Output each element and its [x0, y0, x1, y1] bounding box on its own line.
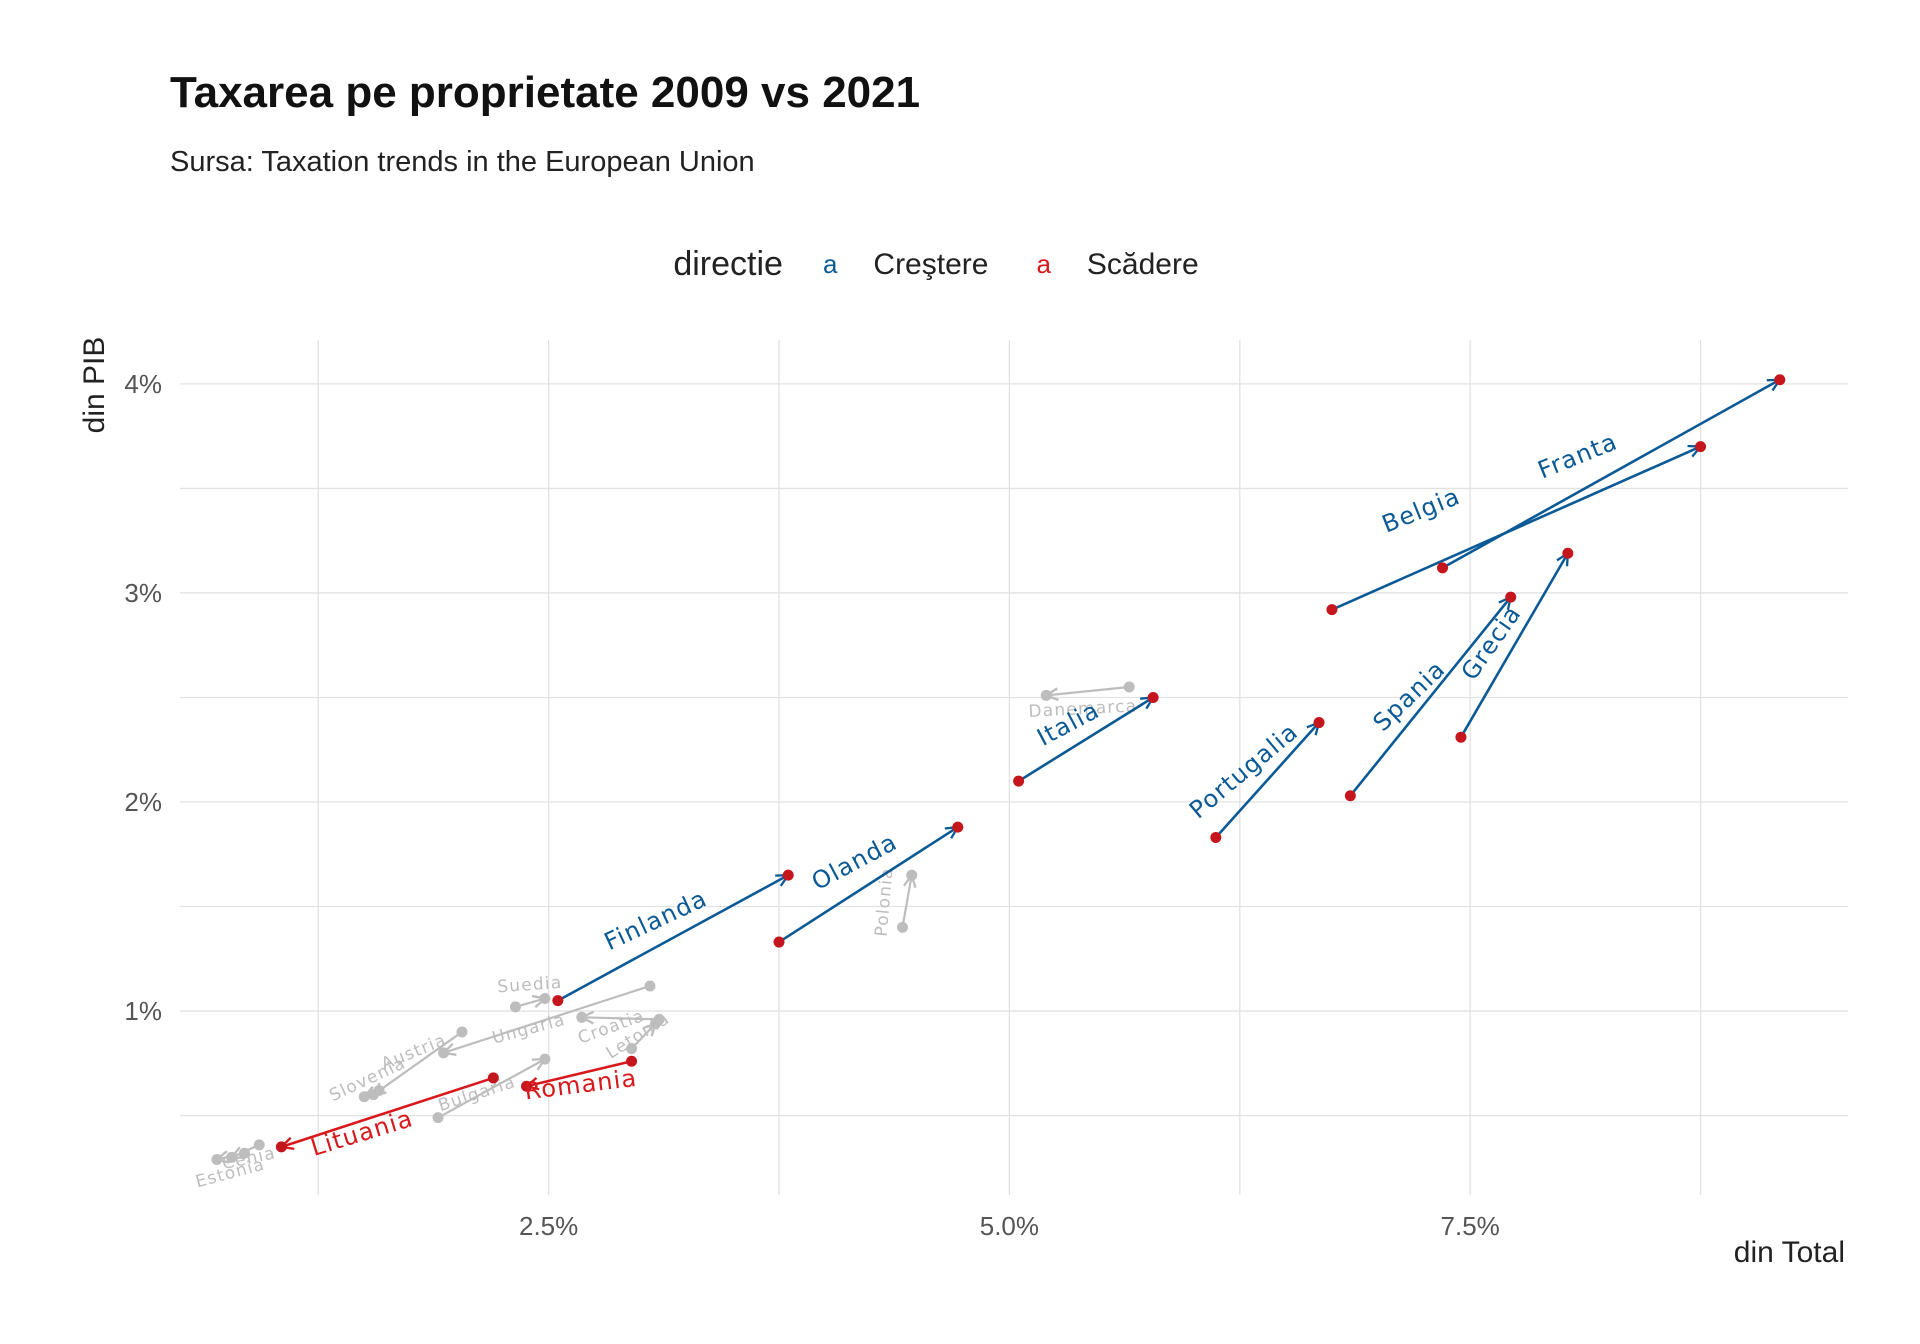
point-end-slovenia — [358, 1091, 370, 1103]
arrow-franta — [1441, 380, 1780, 569]
point-end-spania — [1505, 591, 1517, 603]
point-start-finlanda — [552, 995, 564, 1007]
point-end-portugalia — [1313, 717, 1325, 729]
axis-ticks: 2.5% 5.0% 7.5% 1% 2% 3% 4% — [124, 369, 1499, 1241]
point-end-suedia — [539, 992, 551, 1004]
arrow-finlanda — [557, 875, 788, 1002]
point-start-ungaria — [644, 980, 656, 992]
point-start-suedia — [509, 1001, 521, 1013]
label-romania: Romania — [523, 1064, 639, 1106]
point-start-franta — [1437, 562, 1449, 574]
country-slovenia: Slovenia — [326, 1053, 409, 1106]
country-danemarca: Danemarca — [1028, 681, 1138, 722]
point-start-lituania — [487, 1072, 499, 1084]
point-start-cehia — [253, 1139, 265, 1151]
label-suedia: Suedia — [497, 973, 563, 997]
point-start-olanda — [773, 936, 785, 948]
label-lituania: Lituania — [307, 1104, 416, 1162]
label-ungaria: Ungaria — [490, 1010, 568, 1049]
arrow-croatia — [582, 1017, 660, 1019]
country-franta: Franta — [1437, 374, 1786, 574]
point-end-lituania — [275, 1141, 287, 1153]
point-end-letonia — [650, 1018, 662, 1030]
x-tick-label: 5.0% — [980, 1211, 1039, 1241]
legend-key-decrease: a — [1036, 249, 1051, 279]
point-end-ungaria — [438, 1047, 450, 1059]
point-start-romania — [626, 1055, 638, 1067]
chart-title: Taxarea pe proprietate 2009 vs 2021 — [170, 68, 921, 117]
point-end-romania — [521, 1080, 533, 1092]
point-end-grecia — [1562, 547, 1574, 559]
point-start-belgia — [1326, 604, 1338, 616]
chart-subtitle: Sursa: Taxation trends in the European U… — [170, 146, 755, 178]
country-grecia: Grecia — [1455, 547, 1574, 743]
point-start-spania — [1344, 790, 1356, 802]
legend: directie a Creştere a Scădere — [0, 245, 1920, 284]
legend-label-increase: Creştere — [873, 247, 989, 281]
arrow-italia — [1017, 697, 1154, 783]
x-tick-label: 2.5% — [519, 1211, 578, 1241]
point-end-belgia — [1695, 441, 1707, 453]
point-start-slovenia — [373, 1084, 385, 1096]
arrow-lituania — [281, 1076, 494, 1147]
arrow-romania — [527, 1059, 632, 1086]
arrow-ungaria — [444, 984, 651, 1053]
y-tick-label: 3% — [124, 578, 162, 608]
point-start-estonia — [239, 1147, 251, 1159]
point-end-olanda — [952, 821, 964, 833]
point-end-italia — [1147, 691, 1159, 703]
arrow-olanda — [778, 827, 958, 944]
legend-label-decrease: Scădere — [1086, 247, 1199, 281]
label-belgia: Belgia — [1378, 482, 1464, 539]
arrow-danemarca — [1046, 685, 1130, 695]
country-finlanda: Finlanda — [552, 869, 794, 1007]
point-end-danemarca — [1040, 689, 1052, 701]
arrow-bulgaria — [437, 1059, 545, 1119]
point-start-danemarca — [1123, 681, 1135, 693]
country-suedia: Suedia — [497, 973, 563, 1013]
label-polonia: Polonia — [872, 866, 898, 937]
arrow-spania — [1349, 597, 1510, 797]
country-olanda: Olanda — [773, 821, 964, 948]
point-end-croatia — [576, 1011, 588, 1023]
grid-lines — [180, 340, 1848, 1195]
point-end-estonia — [211, 1153, 223, 1165]
point-start-portugalia — [1210, 832, 1222, 844]
arrow-grecia — [1459, 553, 1568, 738]
point-start-polonia — [896, 921, 908, 933]
legend-title: directie — [673, 245, 783, 283]
arrow-portugalia — [1214, 723, 1319, 839]
label-finlanda: Finlanda — [600, 884, 712, 956]
y-tick-label: 4% — [124, 369, 162, 399]
arrow-polonia — [901, 875, 911, 928]
point-end-franta — [1774, 374, 1786, 386]
point-start-letonia — [626, 1043, 638, 1055]
point-start-bulgaria — [432, 1112, 444, 1124]
country-portugalia: Portugalia — [1184, 717, 1325, 844]
y-axis-title: din PIB — [78, 337, 111, 434]
legend-key-increase: a — [822, 249, 838, 279]
x-axis-title: din Total — [1734, 1236, 1845, 1269]
point-start-austria — [456, 1026, 468, 1038]
point-start-grecia — [1455, 731, 1467, 743]
label-bulgaria: Bulgaria — [436, 1072, 518, 1116]
y-tick-label: 1% — [124, 996, 162, 1026]
point-end-bulgaria — [539, 1053, 551, 1065]
point-start-italia — [1013, 775, 1025, 787]
y-tick-label: 2% — [124, 787, 162, 817]
point-end-polonia — [906, 869, 918, 881]
arrow-austria — [374, 1031, 463, 1095]
arrow-letonia — [630, 1024, 656, 1050]
x-tick-label: 7.5% — [1441, 1211, 1500, 1241]
point-end-finlanda — [782, 869, 794, 881]
